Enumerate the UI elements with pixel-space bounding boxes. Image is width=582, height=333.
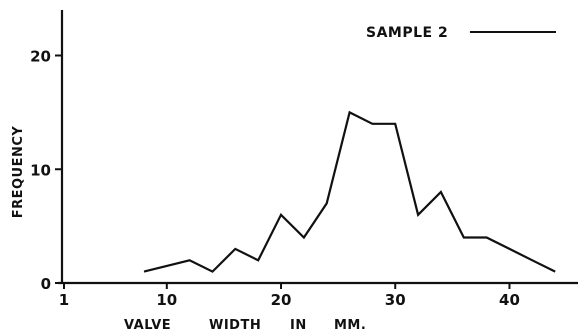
y-ticks: 0 10 20: [30, 48, 62, 293]
x-tick-label: 30: [385, 291, 406, 309]
legend: SAMPLE 2: [366, 25, 556, 41]
series-line: [143, 110, 556, 273]
x-tick-label: 10: [156, 291, 177, 309]
x-ticks: 1 10 20 30 40: [59, 283, 520, 309]
x-axis-title-part: IN: [290, 318, 307, 333]
x-tick-label: 20: [271, 291, 292, 309]
x-axis-title-part: WIDTH: [209, 318, 261, 333]
x-axis: 1 10 20 30 40: [58, 281, 578, 309]
x-axis-title: VALVE WIDTH IN MM.: [124, 318, 366, 333]
y-axis: 0 10 20: [30, 10, 64, 293]
x-axis-title-part: VALVE: [124, 318, 171, 333]
y-axis-title: FREQUENCY: [11, 126, 26, 219]
y-tick-label: 0: [41, 275, 51, 293]
x-axis-title-part: MM.: [334, 318, 366, 333]
series-layer: [143, 110, 556, 273]
y-tick-label: 20: [30, 48, 51, 66]
x-tick-label: 40: [499, 291, 520, 309]
x-tick-label: 1: [59, 291, 69, 309]
legend-label: SAMPLE 2: [366, 25, 448, 41]
y-tick-label: 10: [30, 161, 51, 179]
